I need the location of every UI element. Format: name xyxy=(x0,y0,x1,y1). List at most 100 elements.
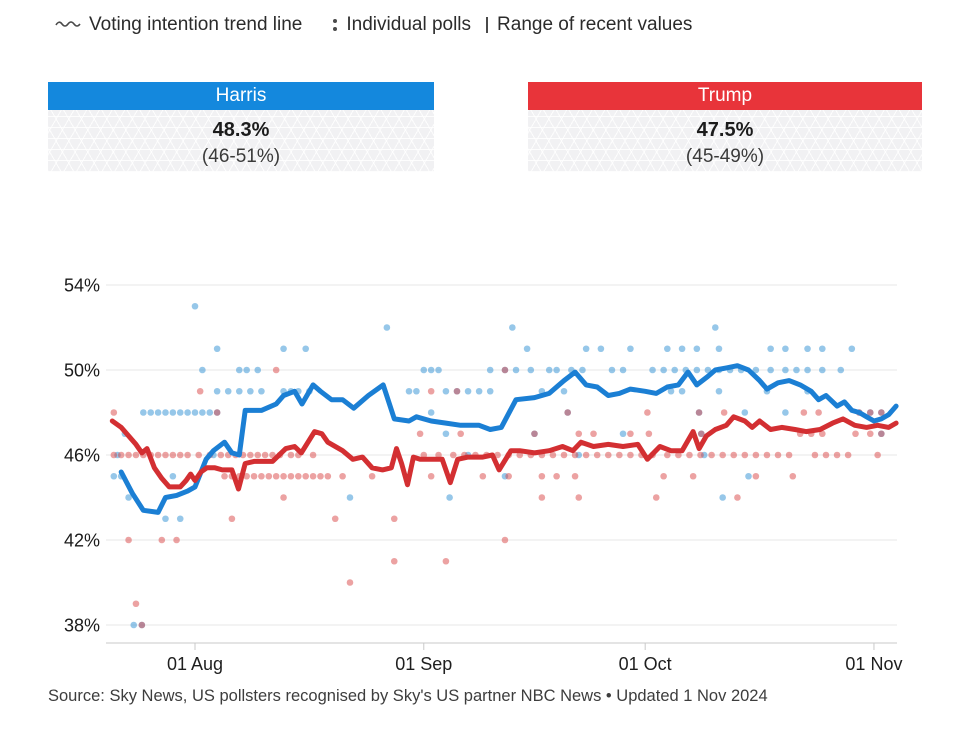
poll-dot-trump xyxy=(450,451,457,459)
poll-dot-harris xyxy=(486,387,494,395)
poll-dot-trump xyxy=(695,409,703,416)
poll-dot-trump xyxy=(243,472,250,480)
poll-dot-harris xyxy=(649,366,656,374)
poll-dot-trump xyxy=(560,451,568,459)
poll-dot-harris xyxy=(154,409,162,416)
poll-dot-trump xyxy=(420,451,428,459)
poll-dot-harris xyxy=(512,366,520,374)
poll-dot-trump xyxy=(874,451,881,459)
poll-dot-harris xyxy=(125,494,132,501)
trend-line-icon xyxy=(55,18,81,32)
poll-dot-trump xyxy=(272,366,280,374)
trump-card-header: Trump xyxy=(528,82,922,110)
poll-dot-harris xyxy=(413,387,420,395)
poll-dot-trump xyxy=(169,451,177,459)
poll-dot-trump xyxy=(368,472,376,480)
poll-dot-trump xyxy=(453,387,461,395)
poll-dot-harris xyxy=(427,366,435,374)
poll-dot-trump xyxy=(644,409,651,416)
poll-dot-trump xyxy=(697,430,705,438)
poll-dot-trump xyxy=(571,451,579,459)
poll-dot-harris xyxy=(383,324,391,331)
poll-dot-trump xyxy=(158,536,166,544)
poll-dot-harris xyxy=(553,366,560,374)
poll-dot-harris xyxy=(582,345,590,353)
poll-dot-harris xyxy=(545,366,553,374)
poll-dot-harris xyxy=(442,387,450,395)
poll-dot-trump xyxy=(501,366,509,374)
poll-dot-trump xyxy=(660,472,667,480)
poll-dot-trump xyxy=(785,451,793,459)
poll-dot-harris xyxy=(693,345,701,353)
harris-range: (46-51%) xyxy=(201,146,281,167)
poll-dot-harris xyxy=(597,345,605,353)
poll-dot-harris xyxy=(608,366,616,374)
poll-dot-harris xyxy=(804,366,811,374)
poll-dot-trump xyxy=(719,451,726,459)
poll-dot-trump xyxy=(878,409,885,416)
poll-dot-trump xyxy=(752,451,760,459)
poll-dot-trump xyxy=(173,536,180,544)
poll-dot-trump xyxy=(564,409,571,416)
poll-dot-trump xyxy=(117,451,125,459)
poll-dot-trump xyxy=(132,600,140,608)
poll-dot-trump xyxy=(852,430,859,438)
trump-range: (45-49%) xyxy=(685,146,765,167)
x-axis-label: 01 Aug xyxy=(167,654,223,674)
poll-dot-trump xyxy=(390,557,398,565)
poll-dot-trump xyxy=(272,472,280,480)
y-axis-label: 50% xyxy=(64,361,100,381)
poll-dot-harris xyxy=(258,387,265,395)
harris-value: 48.3% xyxy=(212,119,270,141)
poll-dot-trump xyxy=(457,430,464,438)
poll-dot-harris xyxy=(527,366,535,374)
poll-dot-harris xyxy=(442,430,450,438)
poll-dot-harris xyxy=(719,494,726,501)
poll-dot-trump xyxy=(763,451,771,459)
poll-dot-trump xyxy=(741,451,749,459)
poll-dot-trump xyxy=(752,472,760,480)
poll-dot-harris xyxy=(176,515,184,523)
individual-polls-key-label: Individual polls xyxy=(346,14,472,35)
poll-dot-harris xyxy=(619,366,627,374)
trump-card-body: 47.5% (45-49%) xyxy=(528,110,922,172)
source-note: Source: Sky News, US pollsters recognise… xyxy=(48,687,768,705)
poll-dot-trump xyxy=(494,451,501,459)
poll-dot-trump xyxy=(664,451,671,459)
poll-dot-harris xyxy=(169,472,177,480)
poll-dot-trump xyxy=(582,451,590,459)
poll-dot-harris xyxy=(782,366,789,374)
poll-dot-harris xyxy=(169,409,177,416)
poll-dot-trump xyxy=(549,451,557,459)
poll-dot-harris xyxy=(427,409,435,416)
harris-name: Harris xyxy=(215,85,267,106)
poll-dot-trump xyxy=(110,409,118,416)
poll-dot-trump xyxy=(844,451,852,459)
poll-dot-trump xyxy=(505,472,512,480)
poll-dot-harris xyxy=(741,409,749,416)
harris-card-body: 48.3% (46-51%) xyxy=(48,110,434,172)
poll-dot-trump xyxy=(575,430,583,438)
poll-dot-harris xyxy=(206,409,214,416)
poll-dot-trump xyxy=(575,494,583,501)
poll-dot-harris xyxy=(782,409,789,416)
poll-dot-harris xyxy=(711,324,719,331)
poll-dot-trump xyxy=(689,472,697,480)
poll-dot-trump xyxy=(878,430,885,438)
poll-dot-harris xyxy=(671,366,678,374)
poll-dot-harris xyxy=(235,387,243,395)
poll-dot-trump xyxy=(435,451,442,459)
poll-dot-harris xyxy=(435,366,442,374)
poll-dot-trump xyxy=(819,430,826,438)
poll-dot-trump xyxy=(228,515,236,523)
poll-dot-harris xyxy=(280,345,287,353)
poll-dot-trump xyxy=(866,430,874,438)
poll-dot-trump xyxy=(346,579,354,586)
poll-dot-trump xyxy=(627,430,634,438)
poll-dot-trump xyxy=(132,451,140,459)
poll-dot-trump xyxy=(254,451,262,459)
chart-key: Voting intention trend line Individual p… xyxy=(55,10,692,40)
poll-dot-harris xyxy=(678,387,686,395)
poll-dot-harris xyxy=(191,302,199,310)
poll-dot-trump xyxy=(604,451,612,459)
